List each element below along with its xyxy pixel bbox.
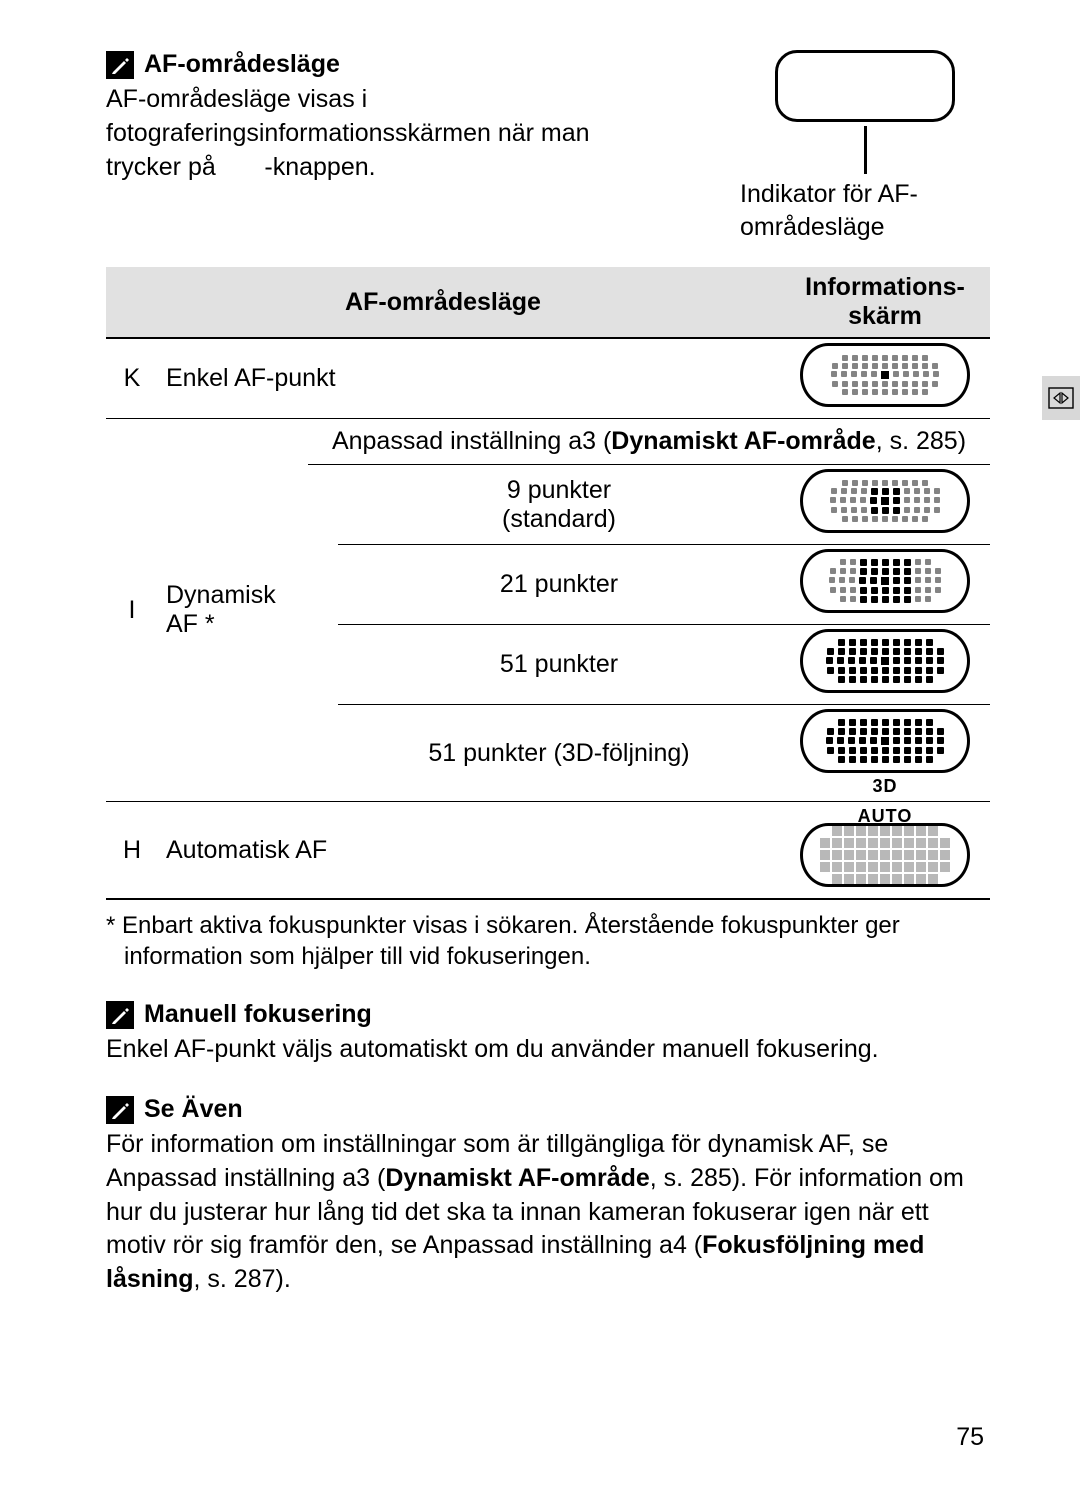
indicator-caption: Indikator för AF- områdesläge bbox=[740, 178, 990, 243]
row-i-symbol: I bbox=[106, 419, 158, 802]
intro-text: AF-områdesläge visas i fotograferingsinf… bbox=[106, 83, 700, 184]
af-area-mode-table: AF-områdesläge Informations-skärm K Enke… bbox=[106, 267, 990, 900]
row-k-label: Enkel AF-punkt bbox=[158, 338, 780, 419]
row-k-symbol: K bbox=[106, 338, 158, 419]
opt-21-label: 21 punkter bbox=[338, 545, 780, 625]
row-k-icon bbox=[780, 338, 990, 419]
opt-51-label: 51 punkter bbox=[338, 625, 780, 705]
3d-label: 3D bbox=[788, 776, 982, 797]
row-i-label: DynamiskAF * bbox=[158, 419, 308, 802]
dynamic-custom-setting: Anpassad inställning a3 (Dynamiskt AF-om… bbox=[308, 419, 990, 465]
indicator-figure: Indikator för AF- områdesläge bbox=[740, 50, 990, 243]
pencil-icon bbox=[106, 1001, 134, 1029]
opt-9-label: 9 punkter(standard) bbox=[338, 465, 780, 545]
pencil-icon bbox=[106, 51, 134, 79]
row-h-icon: AUTO bbox=[780, 802, 990, 900]
opt-3d-icon: 3D bbox=[780, 705, 990, 802]
row-h-label: Automatisk AF bbox=[158, 802, 780, 900]
opt-3d-label: 51 punkter (3D-följning) bbox=[338, 705, 780, 802]
table-header-display: Informations-skärm bbox=[780, 267, 990, 338]
pencil-icon bbox=[106, 1096, 134, 1124]
table-header-mode: AF-områdesläge bbox=[106, 267, 780, 338]
side-tab-focus-icon bbox=[1042, 376, 1080, 420]
row-h-symbol: H bbox=[106, 802, 158, 900]
section-title: Se Även bbox=[144, 1095, 243, 1124]
manual-focus-text: Enkel AF-punkt väljs automatiskt om du a… bbox=[106, 1033, 990, 1067]
opt-21-icon bbox=[780, 545, 990, 625]
table-footnote: * Enbart aktiva fokuspunkter visas i sök… bbox=[106, 910, 990, 972]
section-title: Manuell fokusering bbox=[144, 1000, 372, 1029]
camera-display-icon bbox=[775, 50, 955, 122]
see-also-text: För information om inställningar som är … bbox=[106, 1128, 990, 1297]
section-title: AF-områdesläge bbox=[144, 50, 340, 79]
af-area-mode-intro: AF-områdesläge AF-områdesläge visas i fo… bbox=[106, 50, 990, 243]
opt-51-icon bbox=[780, 625, 990, 705]
opt-9-icon bbox=[780, 465, 990, 545]
page-number: 75 bbox=[956, 1423, 984, 1452]
